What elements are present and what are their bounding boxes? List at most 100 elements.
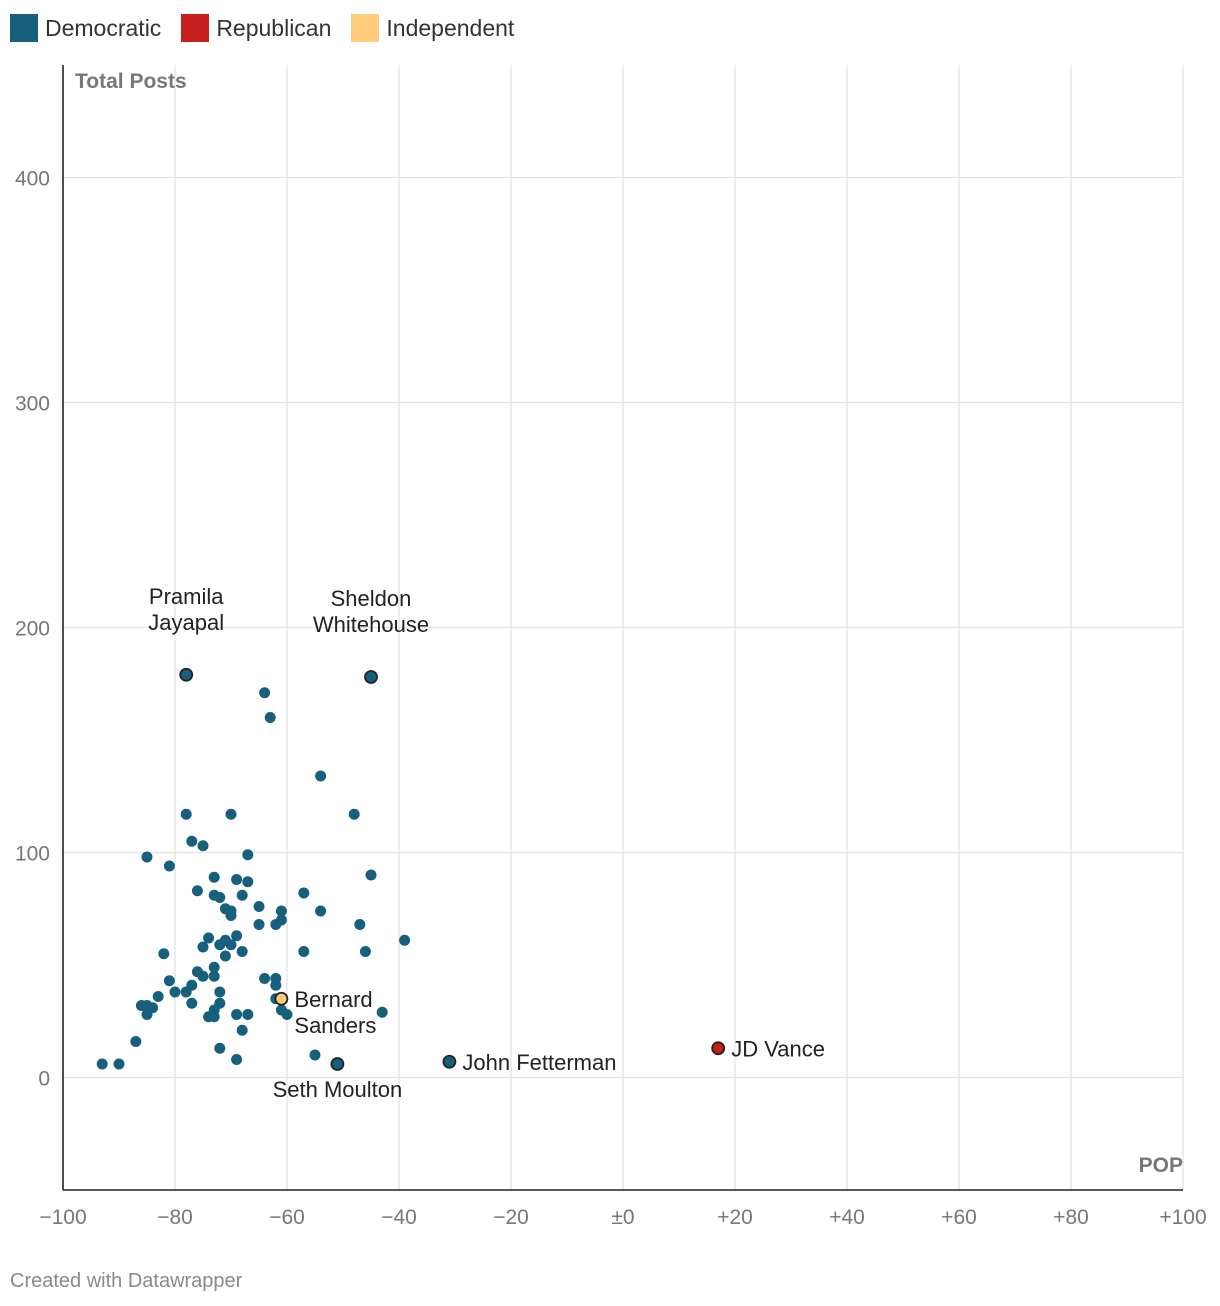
data-point-democratic bbox=[275, 905, 287, 917]
data-point-democratic bbox=[253, 919, 265, 930]
data-point-democratic bbox=[96, 1058, 108, 1070]
data-point-democratic bbox=[253, 901, 265, 912]
data-point-democratic bbox=[315, 770, 327, 782]
x-tick-label: −60 bbox=[269, 1206, 305, 1229]
data-point-democratic bbox=[179, 667, 194, 682]
annotation-line: Whitehouse bbox=[313, 612, 429, 637]
y-axis-title: Total Posts bbox=[75, 70, 187, 93]
data-point-democratic bbox=[359, 946, 371, 957]
data-point-democratic bbox=[152, 991, 164, 1002]
x-tick-label: +20 bbox=[717, 1206, 753, 1229]
legend-label-democratic: Democratic bbox=[45, 14, 162, 41]
data-point-democratic bbox=[376, 1006, 388, 1018]
data-point-democratic bbox=[264, 712, 276, 723]
data-point-democratic bbox=[163, 975, 175, 987]
y-tick-label: 300 bbox=[15, 393, 50, 416]
data-point-democratic bbox=[236, 889, 248, 901]
data-point-democratic bbox=[231, 930, 243, 942]
data-point-democratic bbox=[298, 887, 310, 899]
data-point-democratic bbox=[214, 1042, 226, 1054]
annotation-line: Jayapal bbox=[148, 610, 224, 635]
point-annotation: Bernard Sanders bbox=[294, 987, 376, 1038]
data-point-democratic bbox=[242, 849, 254, 861]
data-point-democratic bbox=[158, 948, 170, 960]
data-point-democratic bbox=[197, 840, 209, 852]
data-point-democratic bbox=[330, 1057, 345, 1071]
data-point-democratic bbox=[214, 892, 226, 903]
annotation-line: JD Vance bbox=[731, 1036, 825, 1061]
annotation-line: Bernard bbox=[294, 987, 372, 1012]
y-tick-label: 0 bbox=[38, 1068, 50, 1091]
data-point-democratic bbox=[208, 871, 220, 883]
data-point-democratic bbox=[186, 997, 198, 1009]
data-point-democratic bbox=[236, 1024, 248, 1036]
annotation-line: Seth Moulton bbox=[273, 1077, 403, 1102]
data-point-democratic bbox=[208, 961, 220, 973]
data-point-democratic bbox=[141, 851, 153, 863]
legend-item-democratic: Democratic bbox=[10, 14, 161, 42]
data-point-democratic bbox=[197, 970, 209, 982]
data-point-democratic bbox=[219, 950, 231, 962]
data-point-democratic bbox=[180, 808, 192, 820]
data-point-democratic bbox=[242, 876, 254, 888]
point-annotation: John Fetterman bbox=[462, 1050, 616, 1075]
data-point-democratic bbox=[231, 1009, 243, 1020]
legend-item-independent: Independent bbox=[351, 14, 514, 42]
point-annotation: Seth Moulton bbox=[273, 1077, 403, 1102]
y-tick-label: 100 bbox=[15, 843, 50, 866]
x-tick-label: +60 bbox=[941, 1206, 977, 1229]
data-point-democratic bbox=[208, 1011, 220, 1023]
x-tick-label: −20 bbox=[493, 1206, 529, 1229]
data-point-democratic bbox=[309, 1049, 321, 1061]
data-point-democratic bbox=[348, 808, 360, 820]
y-tick-label: 200 bbox=[15, 618, 50, 641]
data-point-democratic bbox=[169, 986, 181, 998]
point-annotation: Sheldon Whitehouse bbox=[313, 586, 429, 637]
x-axis-title: POP bbox=[1139, 1154, 1183, 1177]
annotation-line: Sanders bbox=[294, 1013, 376, 1038]
x-tick-label: −80 bbox=[157, 1206, 193, 1229]
legend-swatch-republican bbox=[181, 14, 210, 42]
data-point-democratic bbox=[259, 973, 271, 984]
legend-label-independent: Independent bbox=[386, 14, 515, 41]
data-point-democratic bbox=[197, 941, 209, 953]
data-point-democratic bbox=[399, 934, 411, 946]
data-point-democratic bbox=[270, 919, 282, 930]
data-point-democratic bbox=[298, 946, 310, 957]
x-tick-label: +40 bbox=[829, 1206, 865, 1229]
x-tick-label: −100 bbox=[39, 1206, 86, 1229]
data-point-democratic bbox=[225, 808, 237, 820]
data-point-democratic bbox=[236, 946, 248, 957]
annotation-line: John Fetterman bbox=[462, 1050, 616, 1075]
data-point-republican bbox=[711, 1041, 726, 1056]
data-point-democratic bbox=[364, 670, 378, 684]
data-point-democratic bbox=[130, 1036, 142, 1047]
data-point-democratic bbox=[281, 1009, 293, 1020]
point-annotation: Pramila Jayapal bbox=[148, 584, 224, 635]
data-point-democratic bbox=[214, 986, 226, 998]
data-point-democratic bbox=[203, 932, 215, 944]
data-point-democratic bbox=[259, 687, 271, 699]
data-point-democratic bbox=[270, 979, 282, 991]
data-point-democratic bbox=[225, 939, 237, 951]
data-point-independent bbox=[274, 991, 289, 1006]
axes: −100 −80 −60 −40 −20 ±0 +20 +40 +60 +80 +100 0 100 20… bbox=[15, 65, 1207, 1229]
data-point-democratic bbox=[208, 970, 220, 982]
x-tick-label: +100 bbox=[1159, 1206, 1206, 1229]
data-point-democratic bbox=[163, 860, 175, 872]
x-tick-label: −40 bbox=[381, 1206, 417, 1229]
data-point-democratic bbox=[113, 1058, 125, 1070]
data-point-democratic bbox=[231, 874, 243, 885]
annotation-line: Sheldon bbox=[331, 586, 412, 611]
point-annotation: JD Vance bbox=[731, 1036, 825, 1061]
x-tick-label: ±0 bbox=[611, 1206, 634, 1229]
footer-credit: Created with Datawrapper bbox=[10, 1270, 243, 1292]
y-tick-label: 400 bbox=[15, 168, 50, 191]
legend-swatch-independent bbox=[351, 14, 380, 42]
data-point-democratic bbox=[315, 905, 327, 917]
data-point-democratic bbox=[231, 1054, 243, 1065]
data-point-democratic bbox=[141, 1009, 153, 1020]
data-points bbox=[96, 667, 726, 1071]
x-tick-label: +80 bbox=[1053, 1206, 1089, 1229]
